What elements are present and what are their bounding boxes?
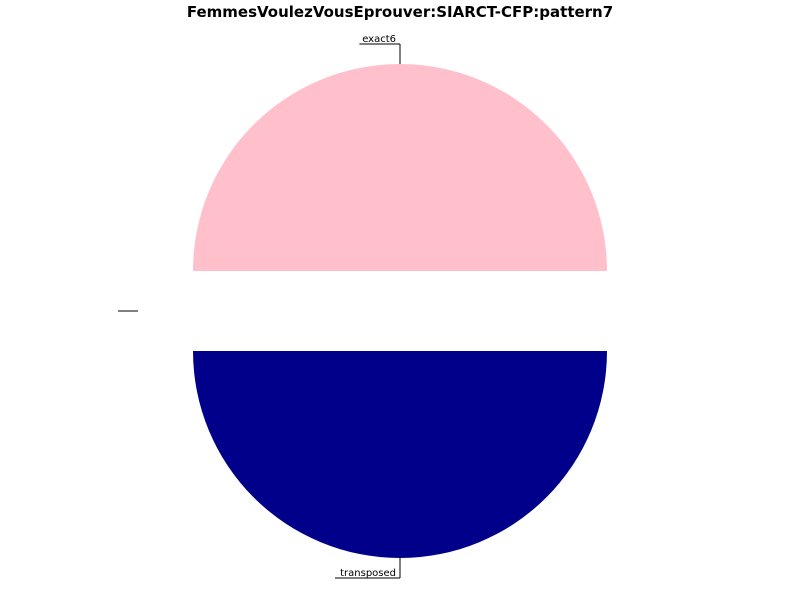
slice-label-transposed: transposed: [340, 568, 396, 579]
pie-slice-exact6: [193, 64, 607, 271]
leader-exact6: [359, 43, 401, 64]
slice-label-exact6: exact6: [362, 34, 396, 45]
chart-title: FemmesVoulezVousEprouver:SIARCT-CFP:patt…: [186, 3, 614, 21]
leader-transposed: [335, 558, 401, 579]
pie-slice-transposed: [193, 351, 607, 558]
